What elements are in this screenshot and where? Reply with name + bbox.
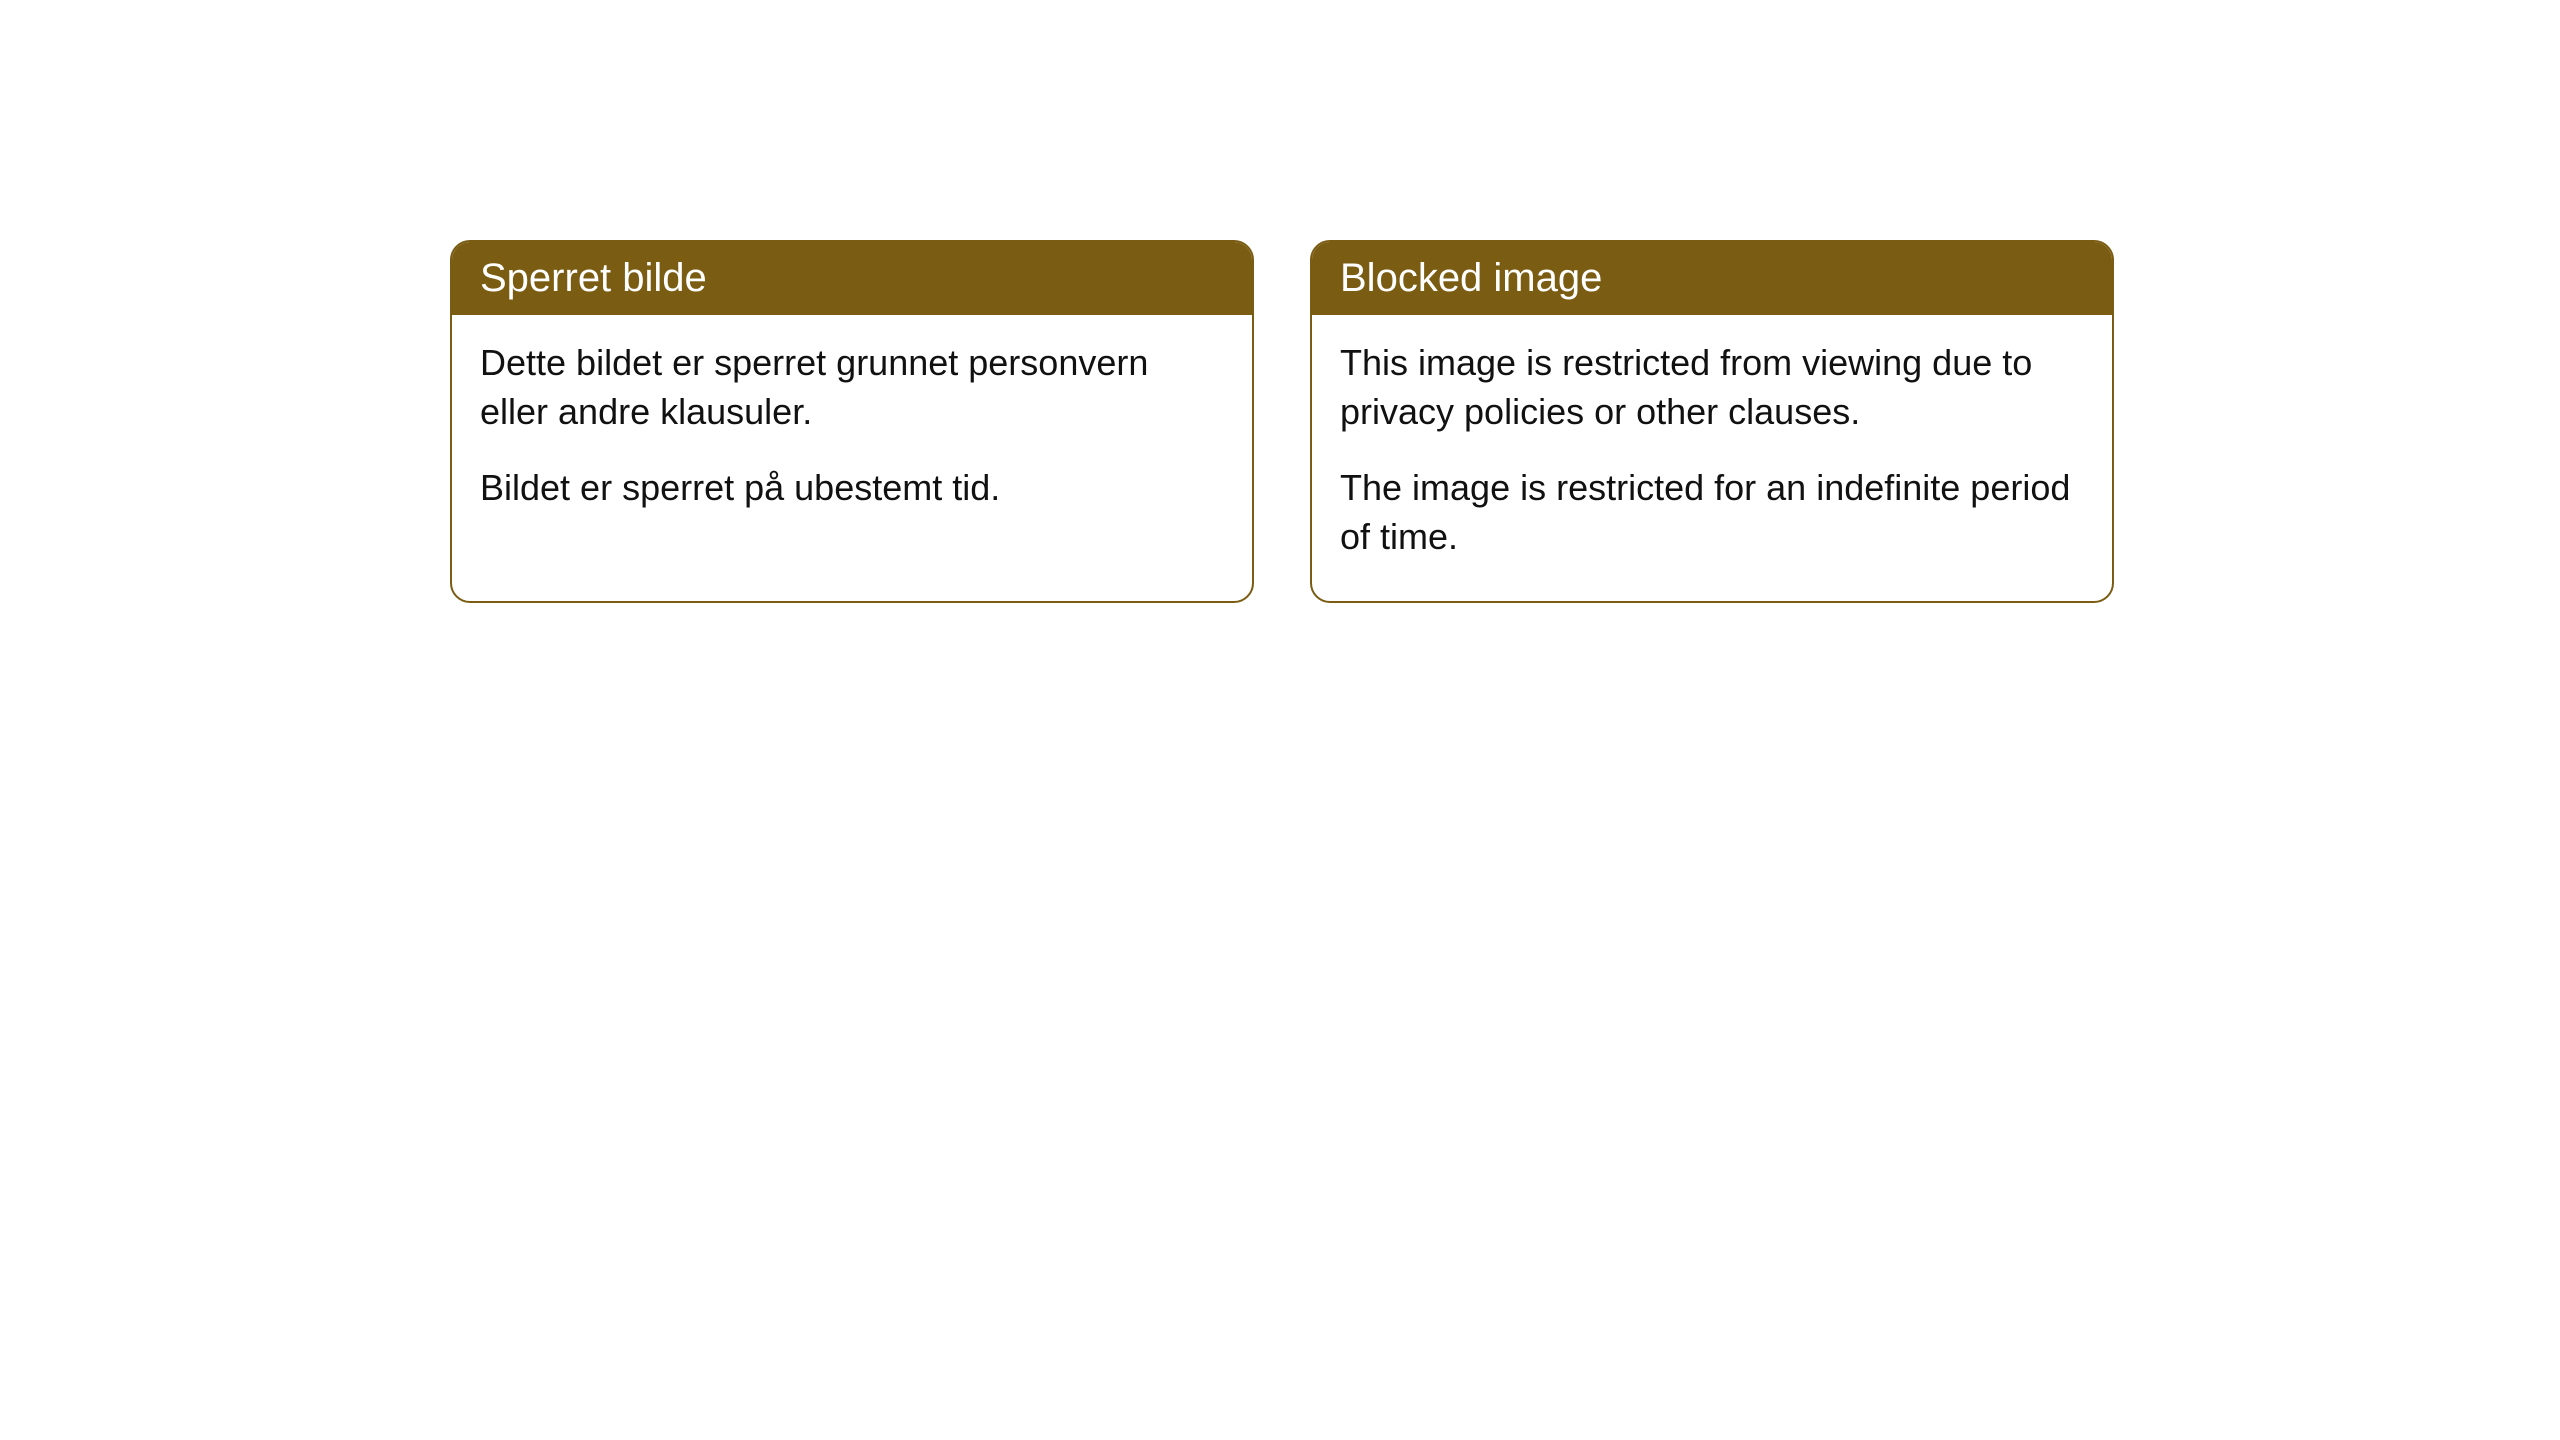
notice-card-body: This image is restricted from viewing du…	[1312, 315, 2112, 601]
notice-card-title: Sperret bilde	[480, 256, 707, 300]
notice-card-norwegian: Sperret bilde Dette bildet er sperret gr…	[450, 240, 1254, 603]
notice-paragraph: The image is restricted for an indefinit…	[1340, 464, 2084, 561]
notice-card-body: Dette bildet er sperret grunnet personve…	[452, 315, 1252, 553]
notice-card-english: Blocked image This image is restricted f…	[1310, 240, 2114, 603]
notice-paragraph: Bildet er sperret på ubestemt tid.	[480, 464, 1224, 513]
notice-card-header: Sperret bilde	[452, 242, 1252, 315]
notice-cards-container: Sperret bilde Dette bildet er sperret gr…	[450, 240, 2560, 603]
notice-paragraph: Dette bildet er sperret grunnet personve…	[480, 339, 1224, 436]
notice-card-title: Blocked image	[1340, 256, 1602, 300]
notice-card-header: Blocked image	[1312, 242, 2112, 315]
notice-paragraph: This image is restricted from viewing du…	[1340, 339, 2084, 436]
